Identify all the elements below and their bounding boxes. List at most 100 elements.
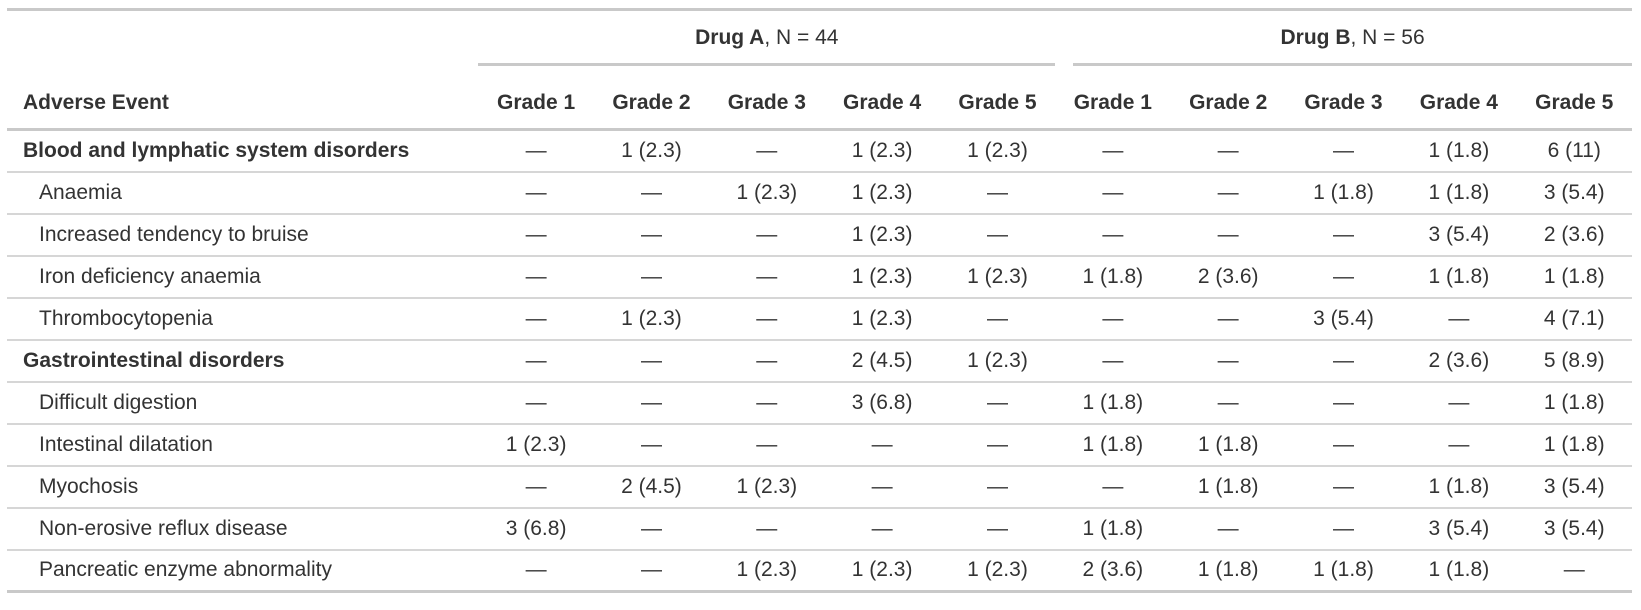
value-cell: 3 (6.8) [824, 381, 940, 425]
value-cell: — [939, 465, 1056, 509]
value-cell: — [593, 507, 710, 551]
value-cell: — [593, 381, 710, 425]
value-cell: 1 (1.8) [1055, 423, 1171, 467]
value-cell: — [1401, 297, 1517, 341]
value-cell: 1 (1.8) [1401, 465, 1517, 509]
value-cell: 1 (1.8) [1285, 549, 1402, 593]
value-cell: — [709, 255, 825, 299]
value-cell: — [593, 255, 710, 299]
value-cell: 3 (5.4) [1285, 297, 1402, 341]
value-cell: — [1401, 381, 1517, 425]
grade-column-header: Grade 1 [478, 65, 594, 131]
value-cell: — [709, 297, 825, 341]
value-cell: — [709, 213, 825, 257]
value-cell: 1 (2.3) [709, 549, 825, 593]
value-cell: 1 (2.3) [939, 129, 1056, 173]
value-cell: 4 (7.1) [1516, 297, 1632, 341]
grade-column-header: Grade 3 [1285, 65, 1402, 131]
value-cell: — [1285, 381, 1402, 425]
value-cell: — [478, 549, 594, 593]
value-cell: 1 (2.3) [824, 129, 940, 173]
table-body: Blood and lymphatic system disorders —1 (… [7, 129, 1632, 593]
grade-column-header: Grade 2 [593, 65, 710, 131]
drug-b-spanner: Drug B, N = 56 [1073, 12, 1632, 66]
grade-column-header: Grade 4 [824, 65, 940, 131]
value-cell: — [1285, 465, 1402, 509]
value-cell: 1 (2.3) [824, 213, 940, 257]
drug-a-group-header: Drug A, N = 44 [478, 10, 1056, 66]
value-cell: 2 (4.5) [593, 465, 710, 509]
value-cell: — [824, 465, 940, 509]
value-cell: — [709, 507, 825, 551]
value-cell: 1 (1.8) [1401, 171, 1517, 215]
value-cell: 1 (1.8) [1170, 465, 1286, 509]
event-row: Pancreatic enzyme abnormality — —1 (2.3) 1 … [7, 549, 1632, 593]
value-cell: 1 (1.8) [1285, 171, 1402, 215]
event-row: Difficult digestion — — —3 (6.8) —1 (1.8) — — —… [7, 381, 1632, 425]
value-cell: — [1170, 381, 1286, 425]
adverse-event-label: Myochosis [7, 465, 479, 509]
event-row: Iron deficiency anaemia — — —1 (2.3) 1 (2.3)… [7, 255, 1632, 299]
value-cell: 1 (1.8) [1516, 423, 1632, 467]
group-header-spacer [7, 10, 478, 66]
value-cell: — [593, 423, 710, 467]
value-cell: — [1055, 171, 1171, 215]
adverse-event-label: Thrombocytopenia [7, 297, 479, 341]
value-cell: 1 (2.3) [824, 171, 940, 215]
value-cell: — [939, 171, 1056, 215]
value-cell: — [939, 297, 1056, 341]
section-row: Gastrointestinal disorders — — —2 (4.5) 1 (2… [7, 339, 1632, 383]
value-cell: — [939, 213, 1056, 257]
drug-b-n: , N = 56 [1350, 25, 1425, 49]
value-cell: — [478, 171, 594, 215]
value-cell: — [593, 549, 710, 593]
event-row: Thrombocytopenia —1 (2.3) —1 (2.3) — — —3 (5.… [7, 297, 1632, 341]
value-cell: 2 (3.6) [1516, 213, 1632, 257]
value-cell: 3 (5.4) [1516, 507, 1632, 551]
value-cell: 2 (3.6) [1170, 255, 1286, 299]
value-cell: 1 (2.3) [939, 339, 1056, 383]
value-cell: 1 (2.3) [939, 549, 1056, 593]
value-cell: — [1285, 339, 1402, 383]
value-cell: 1 (1.8) [1055, 255, 1171, 299]
value-cell: — [939, 423, 1056, 467]
adverse-event-label: Gastrointestinal disorders [7, 339, 479, 383]
value-cell: 1 (1.8) [1055, 381, 1171, 425]
value-cell: 2 (3.6) [1401, 339, 1517, 383]
value-cell: — [593, 213, 710, 257]
value-cell: — [1055, 129, 1171, 173]
value-cell: — [1285, 255, 1402, 299]
value-cell: — [593, 339, 710, 383]
value-cell: 1 (2.3) [593, 297, 710, 341]
value-cell: — [1055, 339, 1171, 383]
value-cell: 1 (1.8) [1170, 549, 1286, 593]
event-row: Anaemia — —1 (2.3) 1 (2.3) — — —1 (1.8) 1 (1.8)… [7, 171, 1632, 215]
adverse-event-label: Pancreatic enzyme abnormality [7, 549, 479, 593]
adverse-event-header: Adverse Event [7, 65, 479, 131]
drug-a-n: , N = 44 [764, 25, 839, 49]
value-cell: — [1285, 213, 1402, 257]
value-cell: — [824, 423, 940, 467]
value-cell: — [939, 381, 1056, 425]
value-cell: — [1170, 129, 1286, 173]
value-cell: — [1170, 297, 1286, 341]
value-cell: — [1401, 423, 1517, 467]
grade-column-header: Grade 4 [1401, 65, 1517, 131]
value-cell: — [709, 381, 825, 425]
value-cell: 1 (2.3) [593, 129, 710, 173]
value-cell: 3 (5.4) [1516, 465, 1632, 509]
value-cell: — [478, 213, 594, 257]
value-cell: — [1516, 549, 1632, 593]
value-cell: 6 (11) [1516, 129, 1632, 173]
event-row: Intestinal dilatation 1 (2.3) — — — —1 (1.8) 1… [7, 423, 1632, 467]
value-cell: 1 (1.8) [1055, 507, 1171, 551]
value-cell: — [478, 465, 594, 509]
adverse-events-table: Drug A, N = 44 Drug B, N = 56 Adverse Ev… [7, 8, 1632, 593]
value-cell: 1 (2.3) [478, 423, 594, 467]
value-cell: 2 (4.5) [824, 339, 940, 383]
value-cell: 3 (5.4) [1516, 171, 1632, 215]
value-cell: — [478, 339, 594, 383]
value-cell: — [1055, 297, 1171, 341]
column-header-row: Adverse Event Grade 1 Grade 2 Grade 3 Grade… [7, 65, 1632, 131]
